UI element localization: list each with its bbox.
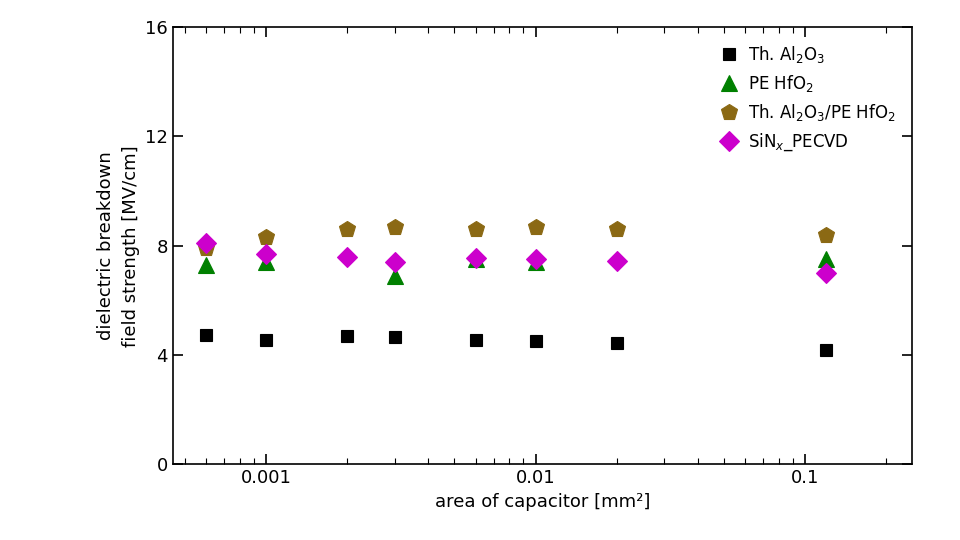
Line: SiN$_x$_PECVD: SiN$_x$_PECVD [200, 236, 833, 280]
Line: PE HfO$_2$: PE HfO$_2$ [199, 252, 834, 284]
SiN$_x$_PECVD [611, 258, 622, 264]
PE HfO$_2$ [260, 259, 272, 265]
Th. Al$_2$O$_3$/PE HfO$_2$ [342, 226, 353, 233]
PE HfO$_2$ [530, 259, 541, 265]
PE HfO$_2$ [821, 256, 832, 262]
SiN$_x$_PECVD [260, 251, 272, 257]
Th. Al$_2$O$_3$/PE HfO$_2$ [260, 234, 272, 241]
Th. Al$_2$O$_3$/PE HfO$_2$ [389, 224, 400, 230]
Th. Al$_2$O$_3$ [260, 337, 272, 343]
SiN$_x$_PECVD [530, 256, 541, 262]
Th. Al$_2$O$_3$ [389, 334, 400, 341]
SiN$_x$_PECVD [389, 259, 400, 265]
Th. Al$_2$O$_3$ [821, 346, 832, 353]
Th. Al$_2$O$_3$/PE HfO$_2$ [201, 245, 212, 252]
X-axis label: area of capacitor [mm²]: area of capacitor [mm²] [435, 493, 650, 511]
SiN$_x$_PECVD [201, 240, 212, 246]
Th. Al$_2$O$_3$ [530, 338, 541, 345]
Th. Al$_2$O$_3$/PE HfO$_2$ [470, 226, 482, 233]
Th. Al$_2$O$_3$/PE HfO$_2$ [530, 224, 541, 230]
Th. Al$_2$O$_3$ [611, 340, 622, 346]
SiN$_x$_PECVD [342, 253, 353, 260]
Th. Al$_2$O$_3$ [201, 332, 212, 338]
PE HfO$_2$ [389, 273, 400, 279]
SiN$_x$_PECVD [470, 255, 482, 261]
PE HfO$_2$ [201, 261, 212, 268]
Th. Al$_2$O$_3$ [342, 333, 353, 339]
Th. Al$_2$O$_3$/PE HfO$_2$ [611, 226, 622, 233]
Line: Th. Al$_2$O$_3$: Th. Al$_2$O$_3$ [201, 328, 832, 356]
Legend: Th. Al$_2$O$_3$, PE HfO$_2$, Th. Al$_2$O$_3$/PE HfO$_2$, SiN$_x$_PECVD: Th. Al$_2$O$_3$, PE HfO$_2$, Th. Al$_2$O… [711, 35, 903, 161]
Line: Th. Al$_2$O$_3$/PE HfO$_2$: Th. Al$_2$O$_3$/PE HfO$_2$ [198, 218, 834, 256]
Th. Al$_2$O$_3$ [470, 337, 482, 343]
Th. Al$_2$O$_3$/PE HfO$_2$ [821, 232, 832, 238]
Y-axis label: dielectric breakdown
field strength [MV/cm]: dielectric breakdown field strength [MV/… [97, 145, 139, 347]
SiN$_x$_PECVD [821, 270, 832, 276]
PE HfO$_2$ [470, 256, 482, 262]
